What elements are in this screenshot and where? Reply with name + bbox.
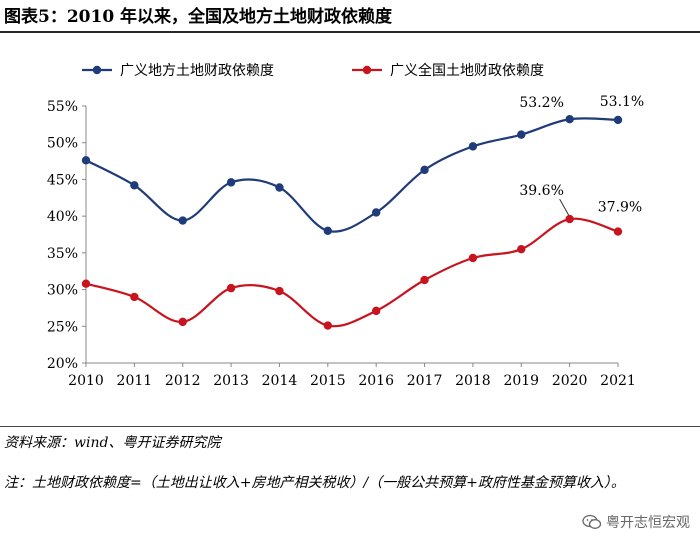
x-tick-label: 2016 [358, 373, 394, 389]
data-point-0 [81, 156, 91, 165]
wechat-icon [582, 514, 602, 529]
x-tick-label: 2011 [117, 373, 153, 389]
data-point-0 [371, 208, 381, 217]
data-point-0 [130, 181, 139, 190]
y-tick-label: 30% [47, 283, 78, 299]
y-tick-label: 50% [47, 136, 78, 152]
series-points [81, 115, 623, 330]
x-tick-label: 2020 [552, 373, 588, 389]
note-text: 注：土地财政依赖度=（土地出让收入+房地产相关税收）/（一般公共预算+政府性基金… [4, 475, 625, 491]
data-point-0 [178, 216, 187, 225]
data-label-leader [559, 198, 570, 216]
data-point-0 [420, 165, 429, 175]
data-point-1 [130, 292, 139, 302]
data-point-0 [275, 183, 284, 192]
legend-marker-0 [92, 65, 102, 75]
watermark: 粤开志恒宏观 [582, 512, 690, 532]
x-tick-label: 2017 [407, 373, 443, 389]
watermark-text: 粤开志恒宏观 [606, 515, 690, 531]
y-tick-label: 20% [47, 356, 78, 372]
data-point-1 [468, 253, 478, 263]
data-point-1 [371, 306, 381, 316]
y-tick-label: 55% [47, 99, 78, 115]
x-tick-label: 2014 [262, 373, 298, 389]
data-point-1 [81, 279, 91, 288]
legend: 广义地方土地财政依赖度 广义全国土地财政依赖度 [82, 62, 544, 79]
data-point-0 [468, 142, 478, 151]
data-point-0 [517, 130, 526, 139]
legend-marker-1 [362, 65, 372, 75]
y-tick-label: 40% [47, 209, 78, 225]
footer-divider [0, 426, 700, 427]
series-line-1 [85, 217, 619, 328]
x-tick-label: 2015 [310, 373, 346, 389]
data-point-0 [226, 178, 236, 187]
data-point-1 [517, 244, 526, 254]
legend-label-0: 广义地方土地财政依赖度 [120, 63, 274, 79]
y-tick-label: 45% [47, 172, 78, 188]
series-line-0 [85, 117, 619, 233]
data-point-1 [275, 286, 284, 296]
data-point-1 [420, 275, 429, 285]
chart-title: 图表5：2010 年以来，全国及地方土地财政依赖度 [4, 7, 393, 27]
data-label: 37.9% [598, 200, 642, 216]
y-tick-label: 35% [47, 246, 78, 262]
data-label: 53.2% [519, 95, 563, 111]
data-point-1 [226, 283, 236, 293]
data-label: 53.1% [600, 94, 644, 110]
source-text: 资料来源：wind、粤开证券研究院 [4, 435, 221, 451]
x-tick-label: 2012 [165, 373, 201, 389]
line-chart: 广义地方土地财政依赖度 广义全国土地财政依赖度 20% 25% 30% 35% 40% 45… [47, 62, 644, 389]
series-lines [85, 117, 619, 328]
data-point-1 [323, 321, 333, 330]
data-point-1 [178, 317, 187, 327]
title-divider [0, 31, 700, 33]
legend-label-1: 广义全国土地财政依赖度 [390, 62, 544, 79]
axes: 20% 25% 30% 35% 40% 45% 50% 55% 2010 2011 2012 2013… [47, 99, 636, 389]
data-point-1 [565, 214, 574, 224]
data-label: 39.6% [519, 183, 563, 199]
data-point-0 [323, 226, 333, 236]
x-tick-label: 2010 [68, 373, 104, 389]
data-point-0 [565, 115, 574, 124]
data-point-0 [613, 115, 623, 125]
x-tick-label: 2021 [600, 373, 636, 389]
data-point-1 [613, 227, 623, 236]
x-tick-label: 2018 [455, 373, 491, 389]
x-tick-label: 2013 [213, 373, 249, 389]
y-tick-label: 25% [47, 319, 78, 335]
x-tick-label: 2019 [503, 373, 539, 389]
data-labels: 53.2% 53.1% 39.6% 37.9% [519, 94, 644, 216]
